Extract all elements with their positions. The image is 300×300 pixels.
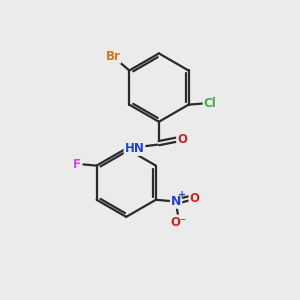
Text: N: N [171, 195, 181, 208]
Text: Br: Br [106, 50, 120, 63]
Text: Cl: Cl [203, 97, 216, 110]
Text: +: + [178, 190, 186, 200]
Text: F: F [73, 158, 81, 171]
Text: HN: HN [124, 142, 145, 155]
Text: O⁻: O⁻ [170, 216, 187, 229]
Text: O: O [177, 133, 187, 146]
Text: O: O [190, 192, 200, 205]
